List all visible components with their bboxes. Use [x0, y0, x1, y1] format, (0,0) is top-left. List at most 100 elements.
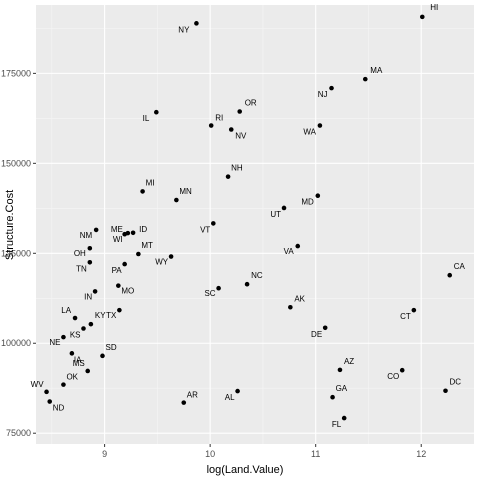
point-label-ar: AR: [187, 391, 198, 400]
data-point-md: [315, 193, 321, 199]
data-points: [44, 14, 453, 421]
data-point-tx: [117, 307, 122, 313]
point-label-ia: IA: [74, 355, 82, 364]
data-point-mt: [136, 251, 141, 257]
data-point-wv: [44, 389, 49, 395]
point-label-ak: AK: [294, 294, 305, 303]
point-label-nv: NV: [235, 132, 247, 141]
point-label-ms: MS: [73, 359, 85, 368]
point-label-ny: NY: [178, 25, 190, 34]
data-point-wi: [122, 231, 127, 237]
point-label-mo: MO: [121, 287, 134, 296]
data-point-nj: [329, 85, 334, 91]
data-point-ne: [61, 334, 66, 340]
y-tick-label: 175000: [1, 68, 31, 78]
data-point-wy: [168, 254, 174, 259]
data-point-ok: [61, 382, 66, 387]
data-point-ga: [330, 394, 335, 400]
point-label-ok: OK: [66, 373, 78, 382]
data-point-mo: [116, 283, 121, 288]
data-point-sd: [100, 353, 105, 359]
point-labels: HI NY MA NJ IL OR RI NV WA NH MI MN MD UT VT ME ID NM WI MT…: [31, 3, 466, 429]
data-point-al: [235, 388, 240, 394]
point-label-co: CO: [387, 372, 399, 381]
x-axis-ticks: 9 10 11 12: [102, 444, 426, 459]
y-tick-label: 100000: [1, 338, 31, 348]
point-label-tn: TN: [76, 264, 87, 273]
point-label-mn: MN: [179, 187, 192, 196]
data-point-in: [92, 289, 98, 294]
data-point-fl: [341, 415, 347, 421]
point-label-mt: MT: [141, 241, 153, 250]
y-axis-ticks: 75000 100000 125000 150000 175000: [1, 68, 36, 438]
y-axis-title: Structure.Cost: [4, 190, 16, 260]
data-point-ut: [281, 205, 287, 211]
data-point-ms: [85, 368, 91, 374]
point-label-az: AZ: [344, 357, 354, 366]
data-point-sc: [216, 285, 221, 291]
point-label-hi: HI: [430, 3, 438, 12]
point-label-fl: FL: [332, 420, 342, 429]
data-point-nc: [244, 281, 250, 287]
point-label-pa: PA: [112, 266, 123, 275]
point-label-nm: NM: [80, 231, 93, 240]
point-label-il: IL: [143, 114, 150, 123]
point-label-ma: MA: [370, 66, 383, 75]
data-point-dc: [443, 388, 448, 394]
data-point-nh: [225, 174, 231, 179]
data-point-ky: [88, 321, 94, 327]
plot-panel: [36, 5, 474, 444]
data-point-ct: [411, 307, 417, 313]
data-point-ma: [362, 76, 368, 82]
data-point-ca: [447, 272, 453, 278]
y-tick-label: 125000: [1, 248, 31, 258]
data-point-hi: [419, 14, 425, 20]
x-tick-label: 11: [311, 449, 320, 459]
point-label-ga: GA: [336, 384, 348, 393]
x-tick-label: 9: [102, 449, 107, 459]
data-point-mi: [140, 189, 145, 194]
point-label-sd: SD: [105, 343, 116, 352]
point-label-ca: CA: [454, 262, 466, 271]
data-point-or: [237, 109, 242, 114]
x-axis-title: log(Land.Value): [207, 464, 284, 476]
data-point-ny: [194, 21, 199, 26]
data-point-mn: [174, 197, 179, 203]
data-point-ks: [81, 326, 86, 331]
data-point-ri: [208, 123, 214, 128]
data-point-la: [72, 315, 78, 321]
point-label-va: VA: [284, 247, 295, 256]
point-label-ri: RI: [215, 114, 223, 123]
point-label-tx: TX: [106, 311, 117, 320]
point-label-ct: CT: [400, 312, 411, 321]
point-label-vt: VT: [200, 225, 210, 234]
minor-gridlines: [36, 5, 474, 444]
point-label-id: ID: [139, 225, 147, 234]
y-tick-label: 150000: [1, 158, 31, 168]
data-point-ia: [69, 351, 75, 356]
point-label-ut: UT: [270, 210, 281, 219]
point-label-al: AL: [225, 393, 235, 402]
point-label-dc: DC: [450, 378, 462, 387]
point-label-nc: NC: [251, 271, 263, 280]
point-label-wv: WV: [31, 380, 45, 389]
data-point-pa: [122, 261, 127, 267]
data-point-oh: [87, 245, 93, 251]
data-point-az: [337, 367, 343, 373]
data-point-vt: [211, 221, 216, 226]
point-label-mi: MI: [146, 178, 155, 187]
data-point-co: [399, 367, 405, 373]
data-point-tn: [87, 259, 93, 265]
data-point-nm: [93, 227, 99, 233]
point-label-ks: KS: [70, 330, 81, 339]
point-label-ky: KY: [95, 311, 106, 320]
y-tick-label: 75000: [6, 428, 31, 438]
data-point-nv: [228, 127, 234, 132]
point-label-wi: WI: [113, 235, 123, 244]
x-tick-label: 12: [416, 449, 426, 459]
point-label-wa: WA: [303, 128, 316, 137]
point-label-ne: NE: [49, 338, 60, 347]
point-label-la: LA: [61, 306, 71, 315]
data-point-de: [322, 325, 328, 331]
